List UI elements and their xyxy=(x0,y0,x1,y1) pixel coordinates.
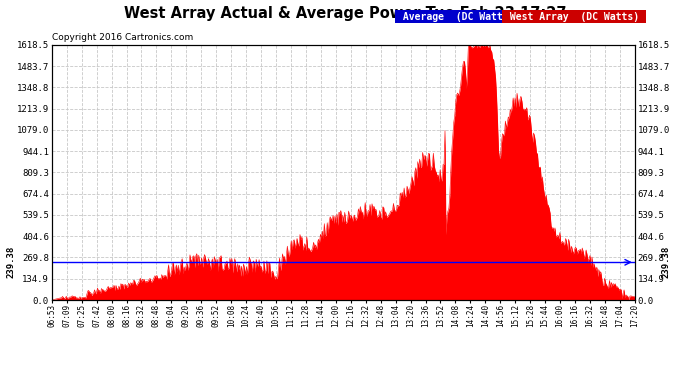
Text: Copyright 2016 Cartronics.com: Copyright 2016 Cartronics.com xyxy=(52,33,194,42)
Text: 239.38: 239.38 xyxy=(6,246,15,278)
Text: Average  (DC Watts): Average (DC Watts) xyxy=(397,12,520,22)
Text: West Array Actual & Average Power Tue Feb 23 17:27: West Array Actual & Average Power Tue Fe… xyxy=(124,6,566,21)
Text: 239.38: 239.38 xyxy=(661,246,670,278)
Text: West Array  (DC Watts): West Array (DC Watts) xyxy=(504,12,644,22)
